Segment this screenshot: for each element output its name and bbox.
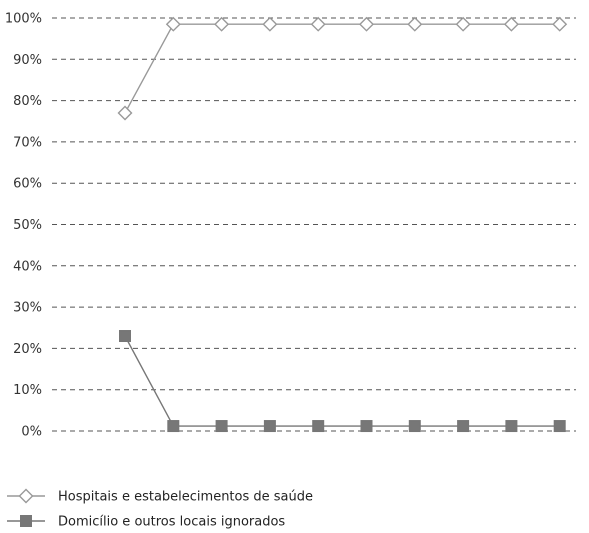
- data-point: [553, 420, 566, 433]
- data-point: [457, 420, 470, 433]
- data-point: [408, 420, 421, 433]
- data-point: [359, 16, 374, 32]
- y-tick-label: 100%: [5, 12, 42, 27]
- data-point: [167, 420, 180, 433]
- y-tick-label: 40%: [13, 259, 42, 274]
- data-point: [215, 420, 228, 433]
- legend-marker: [20, 515, 32, 527]
- data-point: [312, 420, 325, 433]
- data-point: [503, 16, 519, 32]
- data-point: [455, 16, 471, 32]
- y-tick-label: 10%: [13, 383, 42, 398]
- y-tick-label: 90%: [13, 53, 42, 68]
- data-point: [505, 420, 518, 433]
- gridlines: [52, 17, 576, 432]
- data-point: [407, 16, 423, 32]
- data-point: [263, 420, 276, 433]
- y-tick-label: 70%: [13, 135, 42, 150]
- y-tick-label: 0%: [21, 425, 42, 440]
- series-line: [124, 335, 560, 427]
- y-tick-label: 80%: [13, 94, 42, 109]
- legend-marker: [18, 488, 34, 504]
- data-point: [117, 105, 133, 121]
- data-point: [360, 420, 373, 433]
- y-tick-label: 30%: [13, 301, 42, 316]
- legend-label: Hospitais e estabelecimentos de saúde: [58, 490, 313, 505]
- legend-item: Hospitais e estabelecimentos de saúde: [7, 488, 313, 505]
- data-point: [262, 16, 278, 32]
- data-point: [165, 16, 181, 32]
- series-line: [124, 23, 560, 114]
- y-axis-tick-labels: 0% 10% 20% 30% 40% 50% 60% 70% 80% 90% 100%: [5, 12, 42, 440]
- legend: Hospitais e estabelecimentos de saúde Dom…: [7, 488, 313, 530]
- data-point: [552, 16, 568, 32]
- y-tick-label: 20%: [13, 342, 42, 357]
- data-point: [119, 330, 131, 343]
- series-1: [117, 16, 568, 121]
- legend-label: Domicílio e outros locais ignorados: [58, 515, 285, 530]
- series-lines: [117, 16, 568, 433]
- data-point: [310, 16, 326, 32]
- y-tick-label: 60%: [13, 177, 42, 192]
- y-tick-label: 50%: [13, 218, 42, 233]
- legend-item: Domicílio e outros locais ignorados: [7, 515, 285, 530]
- data-point: [214, 16, 230, 32]
- series-2: [119, 330, 566, 433]
